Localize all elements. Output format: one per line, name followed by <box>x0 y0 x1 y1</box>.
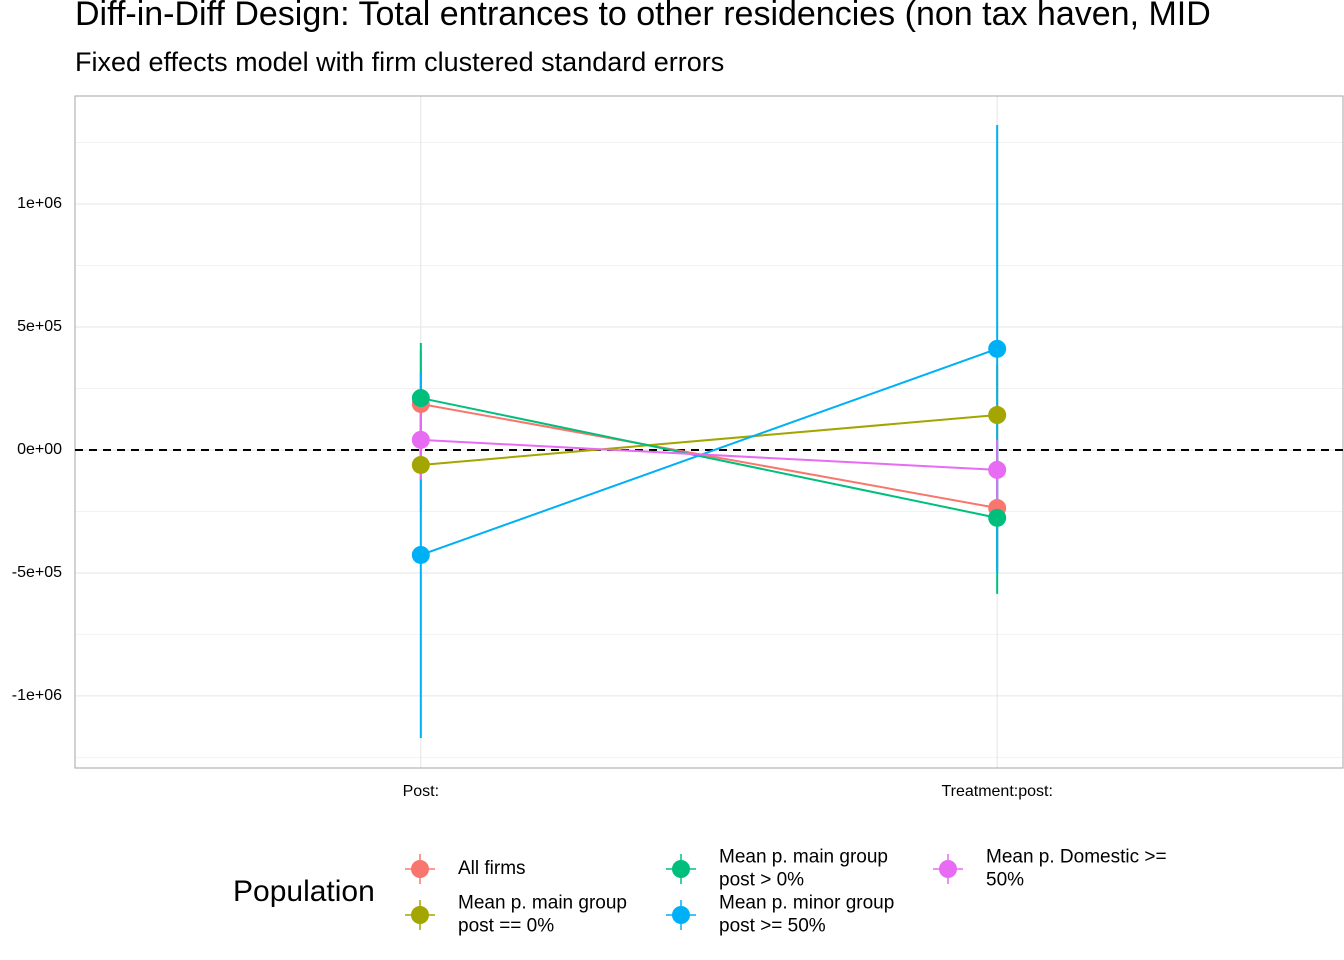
legend-key-point <box>411 906 429 924</box>
y-tick-label: 0e+00 <box>17 441 62 458</box>
point <box>411 545 430 564</box>
legend-key-point <box>411 860 429 878</box>
point <box>988 460 1007 479</box>
legend-label: Mean p. minor group post >= 50% <box>719 893 900 937</box>
point <box>411 389 430 408</box>
legend-label: Mean p. main group post > 0% <box>719 847 893 891</box>
series-line <box>420 397 998 519</box>
legend-key-point <box>939 860 957 878</box>
chart-subtitle: Fixed effects model with firm clustered … <box>75 47 724 77</box>
series-line <box>420 414 998 466</box>
series-line <box>420 438 998 471</box>
series-line <box>420 347 998 556</box>
point <box>411 455 430 474</box>
point <box>411 430 430 449</box>
point <box>988 508 1007 527</box>
y-tick-label: 1e+06 <box>17 195 62 212</box>
y-tick-label: -5e+05 <box>12 564 62 581</box>
panel-border <box>74 95 1344 769</box>
series-line <box>420 402 998 509</box>
legend-label: Mean p. main group post == 0% <box>458 893 632 937</box>
chart-title: Diff-in-Diff Design: Total entrances to … <box>75 0 1211 33</box>
legend-label: Mean p. Domestic >= 50% <box>986 847 1172 891</box>
legend-title: Population <box>233 875 375 908</box>
legend-key-point <box>672 906 690 924</box>
point <box>988 406 1007 425</box>
legend-key-point <box>672 860 690 878</box>
legend-label: All firms <box>458 858 526 879</box>
x-tick-label: Post: <box>403 783 439 800</box>
y-tick-label: 5e+05 <box>17 318 62 335</box>
point <box>988 339 1007 358</box>
x-tick-label: Treatment:post: <box>941 783 1052 800</box>
y-tick-label: -1e+06 <box>12 687 62 704</box>
